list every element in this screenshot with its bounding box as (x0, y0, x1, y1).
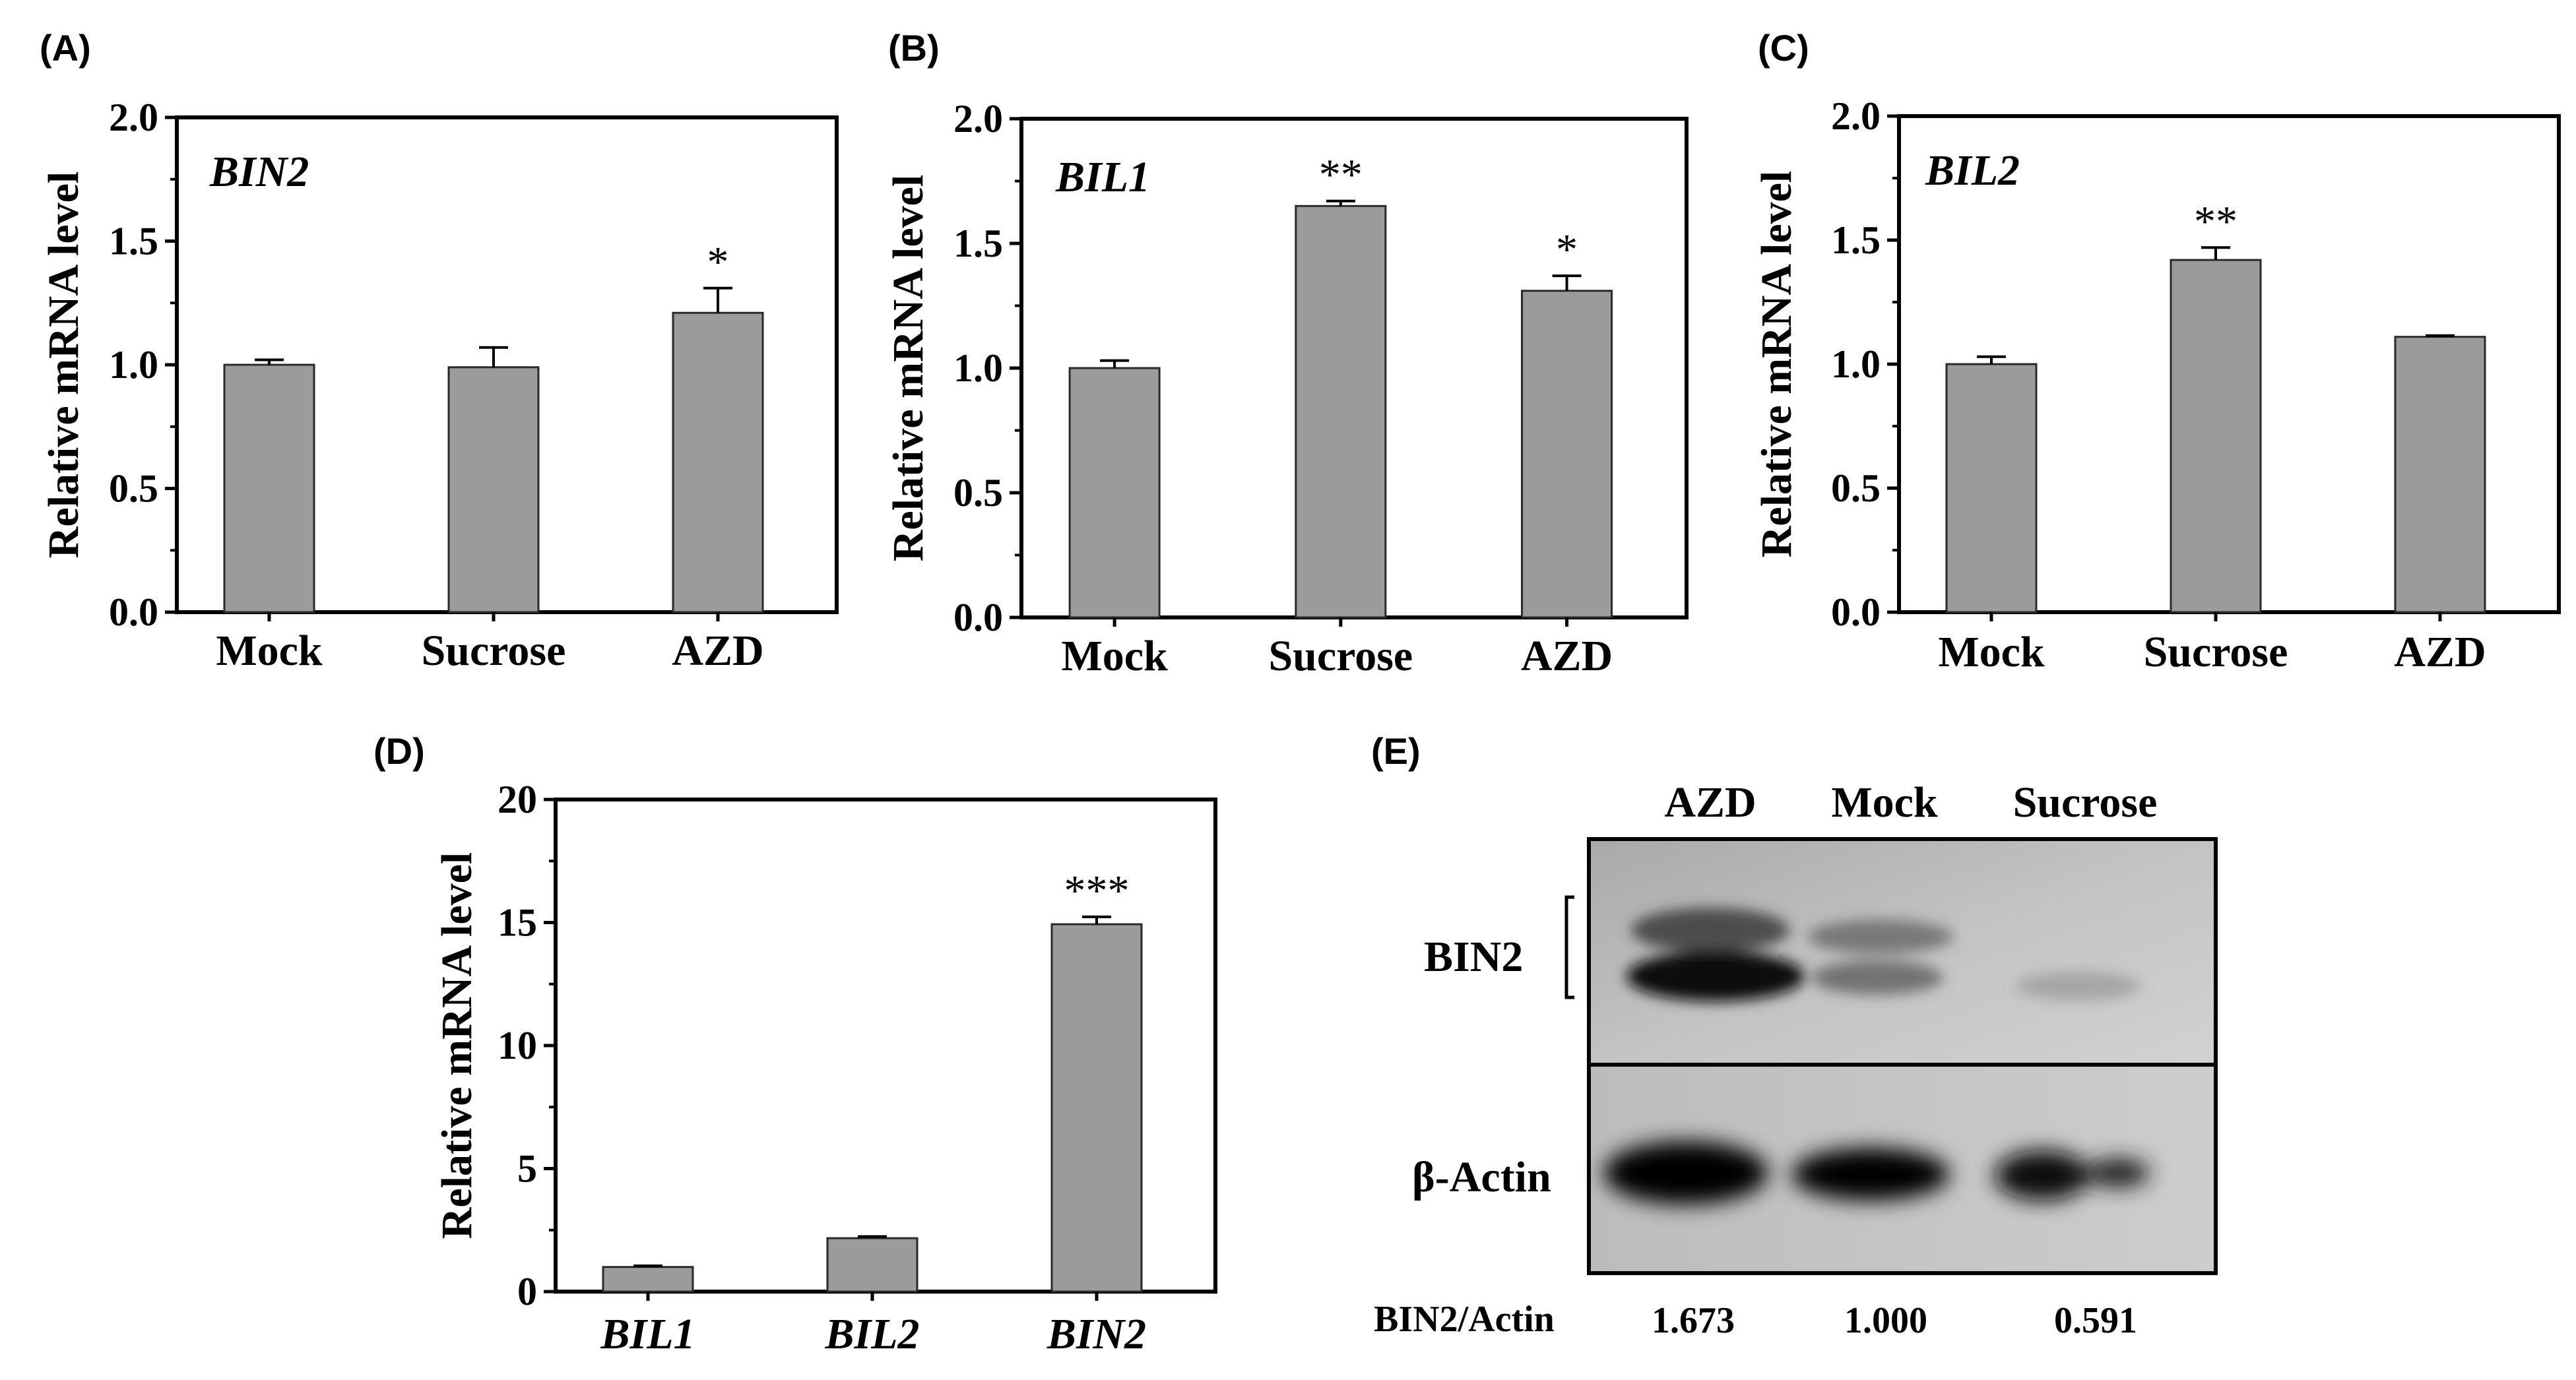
blot-bracket (1564, 895, 1574, 999)
category-label: AZD (672, 627, 763, 675)
gene-annotation: BIL1 (1055, 153, 1150, 201)
blot-ratio-azd: 1.673 (1652, 1300, 1735, 1341)
bar (2170, 259, 2262, 613)
bar (1295, 204, 1387, 619)
category-label: Mock (1938, 628, 2045, 676)
category-label: BIL1 (600, 1310, 695, 1358)
bar (1068, 367, 1161, 619)
y-tick-label: 1.5 (953, 222, 1003, 265)
category-label: AZD (1521, 632, 1613, 680)
western-blot-panel: (E) AZD Mock Sucrose BIN2 β-Actin BIN2/A… (1371, 730, 2218, 1341)
gene-annotation: BIL2 (1925, 146, 2020, 195)
bar-chart-c: (C) 0.0 0.5 1.0 1.5 2.0 Relative mRNA level BIL… (1753, 27, 2561, 676)
y-tick-label: 0.5 (1831, 466, 1881, 510)
bar (602, 1266, 694, 1293)
y-tick-label: 2.0 (1831, 94, 1881, 138)
blot-lane-label-mock: Mock (1831, 778, 1938, 827)
panel-letter: (D) (373, 730, 425, 772)
panel-letter-e: (E) (1371, 730, 1421, 772)
significance-mark: * (707, 238, 729, 286)
blot-lane-label-azd: AZD (1664, 778, 1756, 827)
gene-annotation: BIN2 (209, 148, 309, 196)
y-axis-label: Relative mRNA level (1753, 171, 1801, 558)
category-label: Mock (216, 627, 323, 675)
blot-row-label-actin: β-Actin (1412, 1153, 1551, 1201)
bar (826, 1237, 918, 1293)
bar-chart-d: (D) 0 5 10 15 20 Relative mRNA level BIL1 BIL2 **… (373, 730, 1217, 1358)
y-tick-label: 1.5 (1831, 218, 1881, 262)
bar (447, 366, 540, 613)
bar (672, 311, 764, 613)
bar (1521, 290, 1613, 619)
y-tick-label: 0.5 (109, 467, 158, 511)
y-axis-label: Relative mRNA level (40, 172, 88, 559)
significance-mark: ** (1319, 151, 1363, 199)
blot-row-label-bin2: BIN2 (1424, 933, 1523, 981)
blot-ratio-label: BIN2/Actin (1374, 1299, 1555, 1340)
y-tick-label: 20 (498, 778, 537, 821)
panel-letter: (B) (888, 27, 940, 69)
y-tick-label: 1.5 (109, 220, 158, 263)
category-label: Mock (1061, 632, 1168, 680)
bar-chart-b: (B) 0.0 0.5 1.0 1.5 2.0 Relative mRNA level BIL… (884, 27, 1689, 680)
significance-mark: ** (2194, 197, 2238, 245)
significance-mark: *** (1064, 867, 1130, 915)
y-tick-label: 0.0 (953, 596, 1003, 639)
y-tick-label: 0 (517, 1270, 537, 1313)
bar (2394, 336, 2486, 613)
bar (223, 363, 315, 613)
y-axis-label: Relative mRNA level (433, 852, 481, 1239)
category-label: AZD (2394, 628, 2486, 676)
y-tick-label: 15 (498, 901, 537, 945)
category-label: Sucrose (1268, 632, 1413, 680)
y-tick-label: 0.5 (953, 471, 1003, 515)
y-tick-label: 1.0 (109, 343, 158, 387)
category-label: Sucrose (2144, 628, 2288, 676)
significance-mark: * (1556, 226, 1578, 274)
y-tick-label: 10 (498, 1024, 537, 1067)
y-tick-label: 5 (517, 1147, 537, 1191)
bar (1945, 363, 2038, 613)
blot-ratio-mock: 1.000 (1844, 1300, 1927, 1341)
panel-letter: (C) (1758, 27, 1809, 69)
category-label: BIL2 (824, 1310, 919, 1358)
y-tick-label: 2.0 (953, 97, 1003, 141)
bar-chart-a: (A) 0.0 0.5 1.0 1.5 2.0 Relative mRNA level BIN… (40, 27, 839, 675)
panel-letter: (A) (40, 27, 91, 69)
bar (1050, 923, 1143, 1293)
blot-lane-label-sucrose: Sucrose (2013, 778, 2158, 827)
blot-actin-bands (1603, 1141, 2150, 1205)
blot-ratio-sucrose: 0.591 (2054, 1300, 2137, 1341)
y-axis-label: Relative mRNA level (884, 175, 932, 562)
y-tick-label: 1.0 (953, 346, 1003, 390)
y-tick-label: 2.0 (109, 96, 158, 139)
y-tick-label: 1.0 (1831, 342, 1881, 386)
y-tick-label: 0.0 (1831, 590, 1881, 634)
y-tick-label: 0.0 (109, 590, 158, 634)
bar-charts-layer: (A) 0.0 0.5 1.0 1.5 2.0 Relative mRNA level BIN… (40, 27, 2561, 1358)
blot-bin2-bands (1626, 908, 2141, 1001)
category-label: BIN2 (1046, 1310, 1146, 1358)
category-label: Sucrose (422, 627, 566, 675)
